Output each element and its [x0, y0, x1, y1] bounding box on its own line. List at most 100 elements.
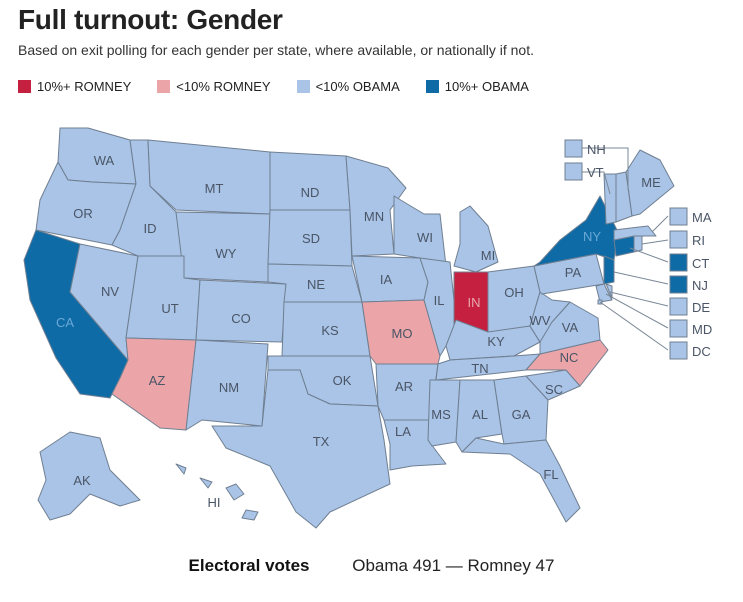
leader-line	[641, 239, 669, 245]
state-mt	[147, 139, 271, 215]
state-label-ok: OK	[333, 373, 352, 388]
electoral-votes-value: Obama 491 — Romney 47	[352, 556, 555, 575]
state-box-nh	[564, 139, 583, 158]
state-label-nc: NC	[560, 350, 579, 365]
state-box-vt	[564, 162, 583, 181]
state-label-pa: PA	[565, 265, 582, 280]
state-label-ky: KY	[487, 334, 505, 349]
legend-item: <10% OBAMA	[296, 79, 400, 94]
state-label-mt: MT	[205, 181, 224, 196]
state-label-al: AL	[472, 407, 488, 422]
state-il	[419, 257, 457, 357]
state-label-md: MD	[692, 322, 712, 337]
state-label-wy: WY	[216, 246, 237, 261]
leader-line	[651, 215, 669, 233]
state-label-oh: OH	[504, 285, 524, 300]
map-title: Full turnout: Gender	[18, 4, 283, 35]
state-label-nj: NJ	[692, 278, 708, 293]
leader-line	[599, 301, 669, 351]
state-label-sc: SC	[545, 382, 563, 397]
leader-line	[609, 291, 669, 307]
state-label-vt: VT	[587, 165, 604, 180]
state-label-mi: MI	[481, 248, 495, 263]
state-label-co: CO	[231, 311, 251, 326]
state-label-ut: UT	[161, 301, 178, 316]
legend-swatch	[18, 80, 31, 93]
state-ak	[37, 431, 141, 521]
state-box-md	[669, 319, 688, 338]
state-ma	[613, 225, 657, 241]
leader-line	[582, 171, 611, 195]
legend-item: 10%+ OBAMA	[425, 79, 529, 94]
state-label-sd: SD	[302, 231, 320, 246]
state-label-hi: HI	[208, 495, 221, 510]
state-label-tx: TX	[313, 434, 330, 449]
state-label-nd: ND	[301, 185, 320, 200]
state-label-tn: TN	[471, 361, 488, 376]
state-label-wa: WA	[94, 153, 115, 168]
state-label-or: OR	[73, 206, 93, 221]
legend-label: <10% ROMNEY	[176, 79, 271, 94]
state-nd	[269, 151, 351, 211]
state-label-ak: AK	[73, 473, 91, 488]
leader-line	[629, 247, 669, 263]
state-label-nm: NM	[219, 380, 239, 395]
state-me	[625, 149, 675, 217]
state-label-fl: FL	[543, 467, 558, 482]
state-label-ar: AR	[395, 379, 413, 394]
state-label-mn: MN	[364, 209, 384, 224]
state-box-ct	[669, 253, 688, 272]
state-ri	[633, 235, 643, 253]
legend-swatch	[296, 80, 310, 93]
state-nm	[185, 339, 269, 431]
legend-swatch	[157, 80, 171, 93]
state-co	[195, 279, 287, 343]
state-label-wv: WV	[530, 313, 551, 328]
state-label-ia: IA	[380, 272, 393, 287]
state-fl	[461, 437, 581, 523]
leader-line	[613, 271, 669, 285]
state-label-ne: NE	[307, 277, 325, 292]
legend-item: 10%+ ROMNEY	[18, 79, 131, 94]
state-label-wi: WI	[417, 230, 433, 245]
legend-item: <10% ROMNEY	[157, 79, 271, 94]
state-vt	[603, 173, 617, 225]
state-label-ri: RI	[692, 233, 705, 248]
state-mi	[453, 205, 499, 273]
state-label-nh: NH	[587, 142, 606, 157]
state-label-ms: MS	[431, 407, 451, 422]
state-md	[595, 283, 613, 303]
electoral-votes: Electoral votes Obama 491 — Romney 47	[0, 556, 743, 576]
state-label-nv: NV	[101, 284, 119, 299]
state-label-ks: KS	[321, 323, 339, 338]
electoral-votes-label: Electoral votes	[188, 556, 310, 575]
state-label-de: DE	[692, 300, 710, 315]
state-label-dc: DC	[692, 344, 711, 359]
state-label-ca: CA	[56, 315, 74, 330]
state-label-va: VA	[562, 320, 579, 335]
state-mn	[345, 155, 407, 257]
legend-label: <10% OBAMA	[315, 79, 400, 94]
state-label-ny: NY	[583, 229, 601, 244]
state-box-de	[669, 297, 688, 316]
state-label-il: IL	[434, 293, 445, 308]
legend-swatch	[425, 80, 439, 93]
map-subtitle: Based on exit polling for each gender pe…	[18, 42, 534, 58]
state-tx	[211, 369, 391, 529]
state-box-ma	[669, 207, 688, 226]
state-label-ct: CT	[692, 256, 709, 271]
state-hi	[175, 463, 259, 521]
state-label-ga: GA	[512, 407, 531, 422]
state-box-nj	[669, 275, 688, 294]
state-box-ri	[669, 230, 688, 249]
state-label-id: ID	[144, 221, 157, 236]
state-ms	[427, 379, 461, 447]
state-label-ma: MA	[692, 210, 712, 225]
leader-line	[605, 293, 669, 329]
state-label-mo: MO	[392, 326, 413, 341]
state-nj	[603, 255, 615, 285]
leader-line	[582, 147, 629, 190]
legend-label: 10%+ ROMNEY	[37, 79, 132, 94]
state-label-me: ME	[641, 175, 661, 190]
